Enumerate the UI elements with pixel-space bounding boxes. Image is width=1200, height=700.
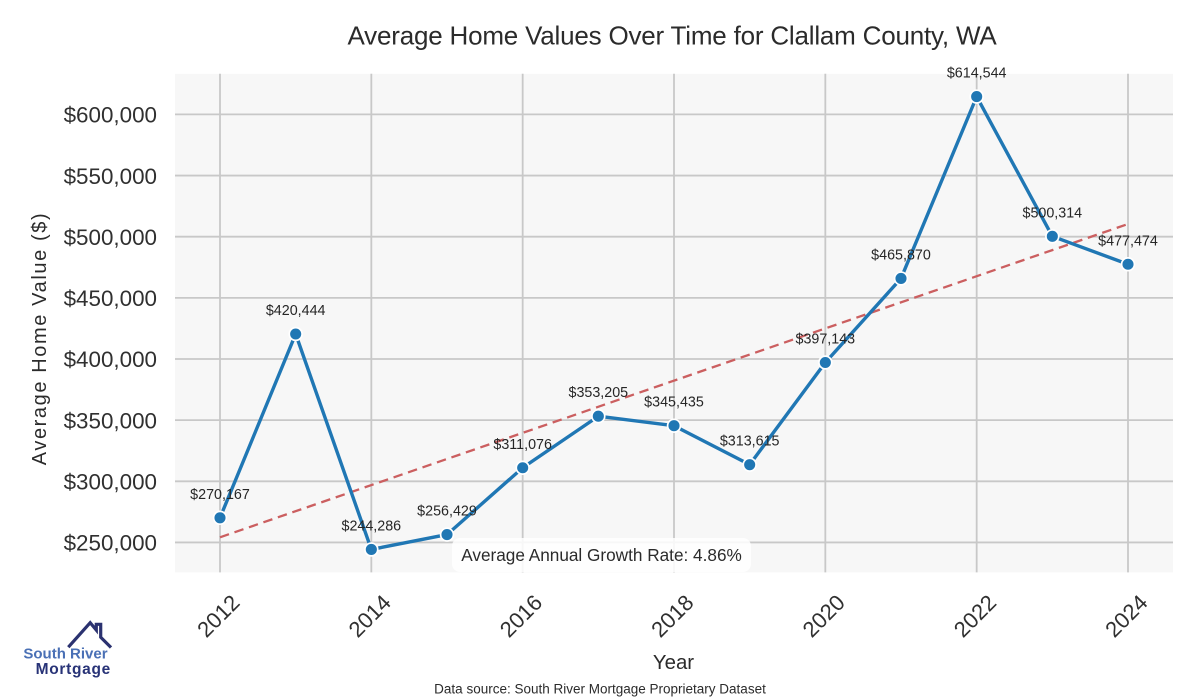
svg-text:2024: 2024 (1100, 590, 1152, 642)
svg-text:2020: 2020 (798, 590, 850, 642)
svg-text:$400,000: $400,000 (64, 347, 157, 372)
svg-text:$256,429: $256,429 (417, 504, 477, 520)
svg-text:$500,000: $500,000 (64, 225, 157, 250)
svg-text:2014: 2014 (344, 590, 396, 642)
svg-text:$477,474: $477,474 (1098, 233, 1158, 249)
svg-text:$270,167: $270,167 (190, 487, 250, 503)
svg-text:$420,444: $420,444 (266, 303, 326, 319)
svg-text:Mortgage: Mortgage (36, 661, 111, 678)
svg-text:Average Annual Growth Rate: 4.: Average Annual Growth Rate: 4.86% (461, 545, 742, 565)
svg-text:2018: 2018 (646, 590, 698, 642)
svg-text:$600,000: $600,000 (64, 103, 157, 128)
svg-text:$500,314: $500,314 (1023, 205, 1083, 221)
svg-text:$350,000: $350,000 (64, 408, 157, 433)
svg-text:2022: 2022 (949, 590, 1001, 642)
svg-text:South River: South River (23, 645, 107, 662)
svg-text:2012: 2012 (192, 590, 244, 642)
svg-text:Average Home Values Over Time: Average Home Values Over Time for Clalla… (348, 21, 998, 51)
svg-text:Average Home Value ($): Average Home Value ($) (29, 212, 51, 465)
svg-text:$244,286: $244,286 (342, 518, 402, 534)
svg-text:$450,000: $450,000 (64, 286, 157, 311)
svg-text:$300,000: $300,000 (64, 470, 157, 495)
svg-text:$311,076: $311,076 (493, 437, 552, 453)
svg-text:$313,615: $313,615 (720, 434, 780, 450)
svg-text:2016: 2016 (495, 590, 547, 642)
svg-text:$353,205: $353,205 (569, 385, 629, 401)
svg-text:Data source: South River Mortg: Data source: South River Mortgage Propri… (434, 682, 766, 697)
svg-text:$614,544: $614,544 (947, 66, 1007, 82)
svg-text:$345,435: $345,435 (644, 395, 704, 411)
svg-text:$465,870: $465,870 (871, 247, 931, 263)
svg-text:$250,000: $250,000 (64, 531, 157, 556)
svg-text:$397,143: $397,143 (796, 332, 856, 348)
svg-text:$550,000: $550,000 (64, 164, 157, 189)
svg-text:Year: Year (653, 652, 694, 674)
